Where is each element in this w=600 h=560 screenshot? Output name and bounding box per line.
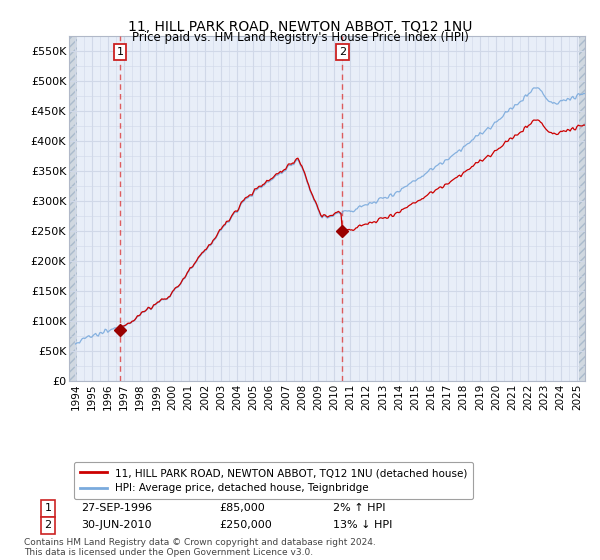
Bar xyxy=(69,36,77,381)
Text: 2: 2 xyxy=(44,520,52,530)
Text: £85,000: £85,000 xyxy=(219,503,265,514)
Text: £250,000: £250,000 xyxy=(219,520,272,530)
Text: 11, HILL PARK ROAD, NEWTON ABBOT, TQ12 1NU: 11, HILL PARK ROAD, NEWTON ABBOT, TQ12 1… xyxy=(128,20,472,34)
Text: 2: 2 xyxy=(339,46,346,57)
Text: 1: 1 xyxy=(116,46,124,57)
Text: Contains HM Land Registry data © Crown copyright and database right 2024.
This d: Contains HM Land Registry data © Crown c… xyxy=(24,538,376,557)
Text: 1: 1 xyxy=(44,503,52,514)
Text: 27-SEP-1996: 27-SEP-1996 xyxy=(81,503,152,514)
Bar xyxy=(578,36,585,381)
Text: 30-JUN-2010: 30-JUN-2010 xyxy=(81,520,151,530)
Text: 13% ↓ HPI: 13% ↓ HPI xyxy=(333,520,392,530)
Text: 2% ↑ HPI: 2% ↑ HPI xyxy=(333,503,386,514)
Text: Price paid vs. HM Land Registry's House Price Index (HPI): Price paid vs. HM Land Registry's House … xyxy=(131,31,469,44)
Legend: 11, HILL PARK ROAD, NEWTON ABBOT, TQ12 1NU (detached house), HPI: Average price,: 11, HILL PARK ROAD, NEWTON ABBOT, TQ12 1… xyxy=(74,462,473,500)
